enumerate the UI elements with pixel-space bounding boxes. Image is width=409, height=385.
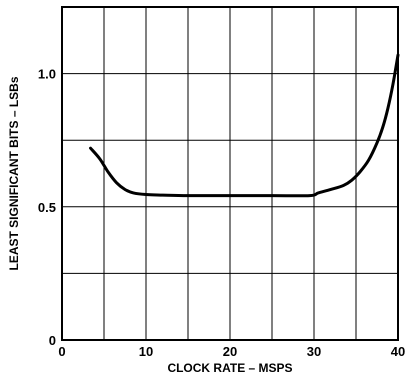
plot-frame [61,6,399,341]
tick-label-layer: 0 10 20 30 40 0 0.5 1.0 [38,67,405,359]
y-tick-label: 1.0 [38,67,56,82]
grid-layer [62,7,398,340]
x-tick-label: 40 [391,344,405,359]
x-tick-label: 30 [307,344,321,359]
series-layer [89,53,400,198]
x-tick-label: 0 [58,344,65,359]
x-tick-label: 10 [139,344,153,359]
series-line [89,53,400,198]
y-axis-title: LEAST SIGNIFICANT BITS – LSBs [7,76,21,270]
x-tick-label: 20 [223,344,237,359]
y-tick-label: 0 [49,333,56,348]
x-axis-title: CLOCK RATE – MSPS [167,361,292,375]
y-tick-label: 0.5 [38,200,56,215]
